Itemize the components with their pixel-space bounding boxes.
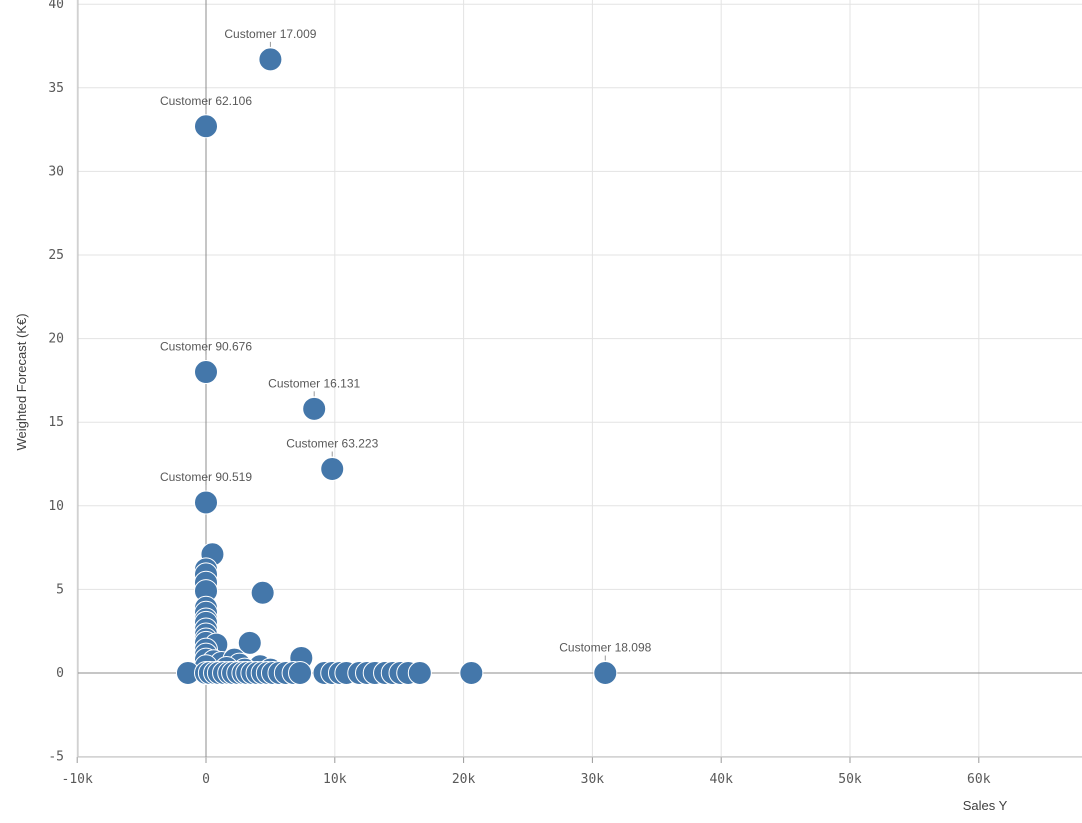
x-tick-label: 40k [709, 772, 733, 787]
point-label: Customer 90.676 [160, 340, 252, 354]
x-axis-title: Sales Y [963, 798, 1008, 813]
data-point [459, 661, 484, 685]
y-tick-label: 15 [48, 415, 64, 430]
data-points [175, 47, 618, 685]
data-point [407, 661, 432, 685]
data-point [288, 661, 313, 685]
data-point-labeled [258, 47, 283, 72]
y-tick-label: 35 [48, 81, 64, 96]
point-label: Customer 17.009 [224, 27, 316, 41]
point-label: Customer 62.106 [160, 94, 252, 108]
y-tick-label: 10 [48, 499, 64, 514]
point-labels: Customer 17.009 Customer 62.106 Customer 9… [160, 27, 652, 661]
y-tick-label: -5 [48, 750, 64, 765]
x-tick-label: -10k [62, 772, 93, 787]
y-tick-label: 0 [56, 666, 64, 681]
y-gridlines [78, 3, 1082, 758]
point-label: Customer 63.223 [286, 437, 378, 451]
x-tick-label: 10k [323, 772, 347, 787]
point-label: Customer 18.098 [559, 641, 651, 655]
data-point-labeled [593, 661, 618, 685]
data-point-labeled [302, 396, 327, 421]
y-tick-label: 40 [48, 0, 64, 12]
data-point [250, 580, 275, 605]
data-point-labeled [194, 490, 218, 515]
point-label: Customer 90.519 [160, 470, 252, 484]
y-axis-title: Weighted Forecast (K€) [14, 313, 29, 450]
x-tick-label: 60k [967, 772, 991, 787]
x-tick-label: 0 [202, 772, 210, 787]
data-point-labeled [320, 457, 345, 482]
x-gridlines [76, 0, 980, 757]
x-tick-label: 30k [581, 772, 605, 787]
y-tick-label: 5 [56, 582, 64, 597]
data-point-labeled [194, 360, 218, 385]
y-tick-label: 30 [48, 164, 64, 179]
y-tick-label: 25 [48, 248, 64, 263]
x-tick-labels: -10k 0 10k 20k 30k 40k 50k 60k [62, 772, 991, 787]
x-tick-label: 50k [838, 772, 862, 787]
y-tick-labels: -5 0 5 10 15 20 25 30 35 40 [48, 0, 64, 765]
data-point [237, 630, 262, 655]
x-tick-label: 20k [452, 772, 476, 787]
y-tick-label: 20 [48, 332, 64, 347]
data-point-labeled [194, 114, 218, 139]
point-label: Customer 16.131 [268, 376, 360, 390]
